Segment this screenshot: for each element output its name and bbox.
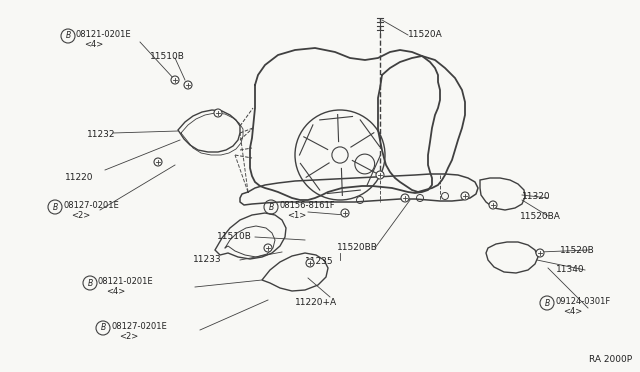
Text: RA 2000P: RA 2000P: [589, 355, 632, 364]
Circle shape: [306, 259, 314, 267]
Polygon shape: [480, 178, 525, 210]
Text: 11220+A: 11220+A: [295, 298, 337, 307]
Text: 11510B: 11510B: [150, 52, 185, 61]
Text: <4>: <4>: [106, 287, 125, 296]
Text: 08156-8161F: 08156-8161F: [279, 201, 335, 210]
Text: B: B: [65, 32, 70, 41]
Text: B: B: [545, 298, 550, 308]
Circle shape: [536, 249, 544, 257]
Text: 08127-0201E: 08127-0201E: [111, 322, 167, 331]
Text: B: B: [100, 324, 106, 333]
Text: <4>: <4>: [84, 40, 103, 49]
Circle shape: [489, 201, 497, 209]
Text: B: B: [268, 202, 274, 212]
Circle shape: [401, 194, 409, 202]
Text: B: B: [52, 202, 58, 212]
Circle shape: [356, 196, 364, 203]
Polygon shape: [215, 213, 286, 259]
Text: <2>: <2>: [71, 211, 90, 220]
Text: 11233: 11233: [193, 255, 221, 264]
Polygon shape: [486, 242, 538, 273]
Text: 11320: 11320: [522, 192, 550, 201]
Text: 08121-0201E: 08121-0201E: [98, 277, 154, 286]
Text: 11340: 11340: [556, 265, 584, 274]
Polygon shape: [178, 110, 240, 152]
Circle shape: [214, 109, 222, 117]
Text: 11520BA: 11520BA: [520, 212, 561, 221]
Text: 09124-0301F: 09124-0301F: [555, 297, 611, 306]
Circle shape: [184, 81, 192, 89]
Circle shape: [461, 192, 469, 200]
Circle shape: [376, 171, 384, 179]
Text: 11520BB: 11520BB: [337, 243, 378, 252]
Polygon shape: [262, 253, 328, 291]
Text: 11520A: 11520A: [408, 30, 443, 39]
Text: 11510B: 11510B: [217, 232, 252, 241]
Text: 11232: 11232: [87, 130, 115, 139]
Text: 11220: 11220: [65, 173, 93, 182]
Text: B: B: [88, 279, 93, 288]
Circle shape: [154, 158, 162, 166]
Text: 08121-0201E: 08121-0201E: [76, 30, 132, 39]
Circle shape: [171, 76, 179, 84]
Text: <1>: <1>: [287, 211, 307, 220]
Text: <4>: <4>: [563, 307, 582, 316]
Circle shape: [442, 192, 449, 199]
Circle shape: [417, 195, 424, 202]
Circle shape: [264, 244, 272, 252]
Circle shape: [341, 209, 349, 217]
Text: 08127-0201E: 08127-0201E: [63, 201, 119, 210]
Text: 11520B: 11520B: [560, 246, 595, 255]
Text: 11235: 11235: [305, 257, 333, 266]
Text: <2>: <2>: [119, 332, 138, 341]
